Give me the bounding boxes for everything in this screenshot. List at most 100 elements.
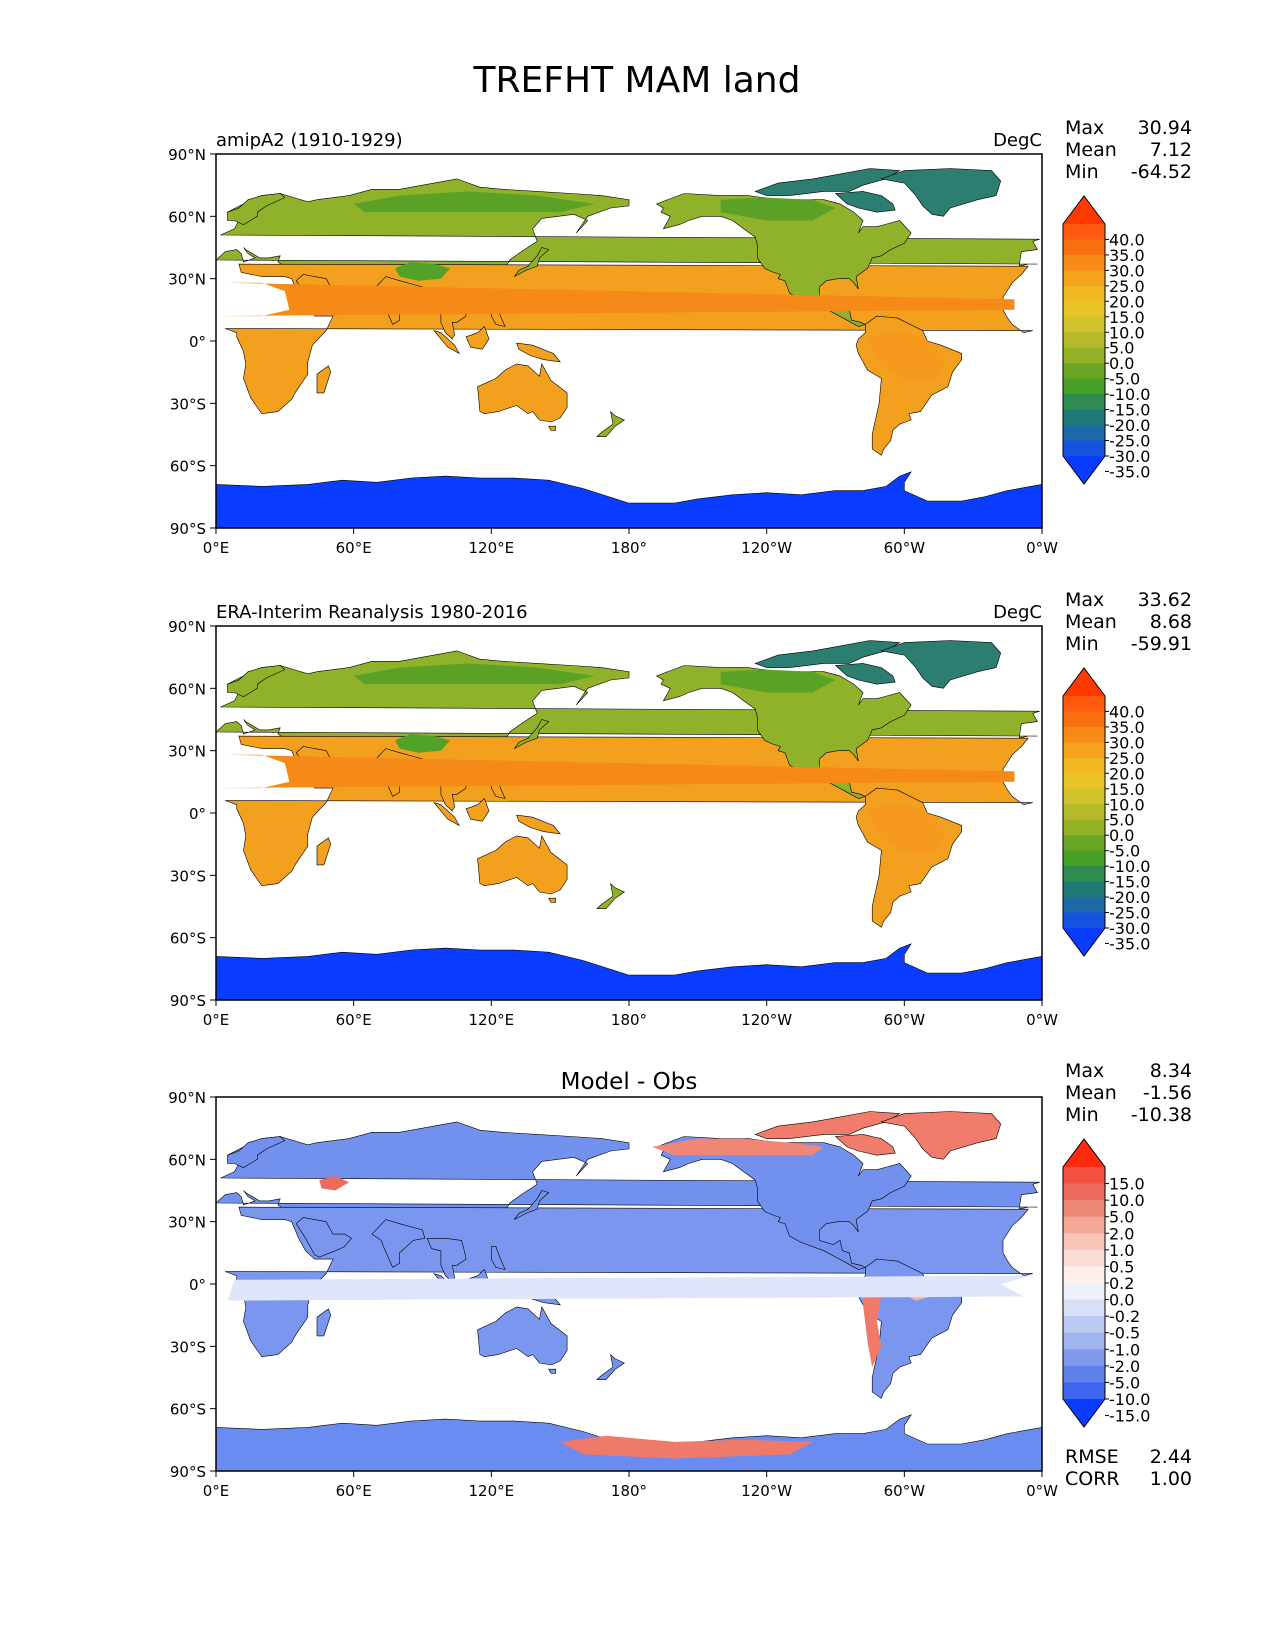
colorbar-label: -5.0 — [1109, 1373, 1140, 1392]
colorbar-label: 10.0 — [1109, 795, 1145, 814]
colorbar-label: 20.0 — [1109, 764, 1145, 783]
lon-tick-label: 120°W — [741, 539, 792, 557]
land-tasmania — [548, 425, 556, 431]
land-borneo — [465, 797, 490, 822]
stat-value-max: 8.34 — [1150, 1060, 1192, 1082]
colorbar-swatch — [1063, 270, 1105, 287]
colorbar-label: -15.0 — [1109, 873, 1150, 892]
colorbar-label: 40.0 — [1109, 230, 1145, 249]
land-australia — [477, 363, 568, 423]
colorbar-swatch — [1063, 254, 1105, 271]
colorbar-swatch — [1063, 1249, 1105, 1267]
colorbar-swatch — [1063, 1216, 1105, 1234]
colorbar-label: 0.2 — [1109, 1274, 1134, 1293]
land-layer — [216, 168, 1042, 528]
colorbar-swatch — [1063, 1200, 1105, 1218]
colorbar-swatch — [1063, 224, 1105, 240]
colorbar-label: -2.0 — [1109, 1357, 1140, 1376]
lat-tick-label: 90°S — [170, 992, 206, 1010]
stat-value-min: -10.38 — [1131, 1104, 1192, 1126]
colorbar-swatch — [1063, 1332, 1105, 1350]
colorbar-label: 30.0 — [1109, 261, 1145, 280]
stat-label-min: Min — [1065, 1104, 1099, 1126]
land-sumatra — [433, 802, 460, 827]
land-shade-andes-warm — [863, 1275, 882, 1368]
lon-tick-label: 0°W — [1026, 1482, 1058, 1500]
colorbar-label: -25.0 — [1109, 904, 1150, 923]
colorbar-swatch — [1063, 1349, 1105, 1367]
stat-label-mean: Mean — [1065, 611, 1117, 633]
land-australia — [477, 1306, 568, 1366]
colorbar-label: -20.0 — [1109, 416, 1150, 435]
lon-tick-label: 180° — [611, 1482, 647, 1500]
colorbar-swatch — [1063, 1183, 1105, 1201]
land-japan — [514, 719, 550, 749]
lon-tick-label: 60°W — [884, 1482, 926, 1500]
land-baffin — [834, 1134, 896, 1156]
colorbar-swatch — [1063, 239, 1105, 256]
stat-label-max: Max — [1065, 589, 1104, 611]
stat-label-corr: CORR — [1065, 1468, 1120, 1490]
colorbar-swatch — [1063, 1316, 1105, 1334]
colorbar-swatch — [1063, 912, 1105, 929]
colorbar-label: 10.0 — [1109, 1191, 1145, 1210]
land-shade-sahara — [216, 282, 1015, 317]
colorbar-extend-top — [1063, 668, 1105, 696]
lon-tick-label: 60°E — [336, 1011, 372, 1029]
lon-tick-label: 120°E — [469, 539, 515, 557]
colorbar-swatch — [1063, 409, 1105, 426]
colorbar-label: -5.0 — [1109, 842, 1140, 861]
land-madagascar — [316, 1308, 332, 1337]
lat-tick-label: 30°N — [168, 743, 206, 761]
land-baffin — [834, 191, 896, 213]
land-europe-north — [227, 193, 286, 225]
colorbar-label: 0.5 — [1109, 1257, 1134, 1276]
colorbar-label: -15.0 — [1109, 1407, 1150, 1426]
colorbar-swatch — [1063, 378, 1105, 395]
colorbar-swatch — [1063, 301, 1105, 318]
colorbar-label: -15.0 — [1109, 401, 1150, 420]
colorbar-swatch — [1063, 285, 1105, 302]
colorbar-swatch — [1063, 1233, 1105, 1251]
colorbar-swatch — [1063, 1299, 1105, 1317]
lat-tick-label: 90°N — [168, 1089, 206, 1107]
colorbar-extend-bottom — [1063, 456, 1105, 484]
land-antarctica — [216, 943, 1042, 1000]
land-newguinea — [516, 814, 561, 835]
colorbar-swatch — [1063, 332, 1105, 349]
colorbar-label: 0.0 — [1109, 1291, 1134, 1310]
colorbar-swatch — [1063, 897, 1105, 914]
lat-tick-label: 0° — [189, 333, 206, 351]
land-greenland — [880, 1111, 1002, 1160]
stat-value-mean: 8.68 — [1150, 611, 1192, 633]
stat-value-min: -64.52 — [1131, 161, 1192, 183]
land-antarctica — [216, 1414, 1042, 1471]
stat-value-mean: 7.12 — [1150, 139, 1192, 161]
lat-tick-label: 30°S — [170, 395, 206, 413]
land-namerica — [655, 1136, 912, 1270]
land-europe-north — [227, 665, 286, 697]
colorbar-label: 5.0 — [1109, 339, 1134, 358]
colorbar-label: -5.0 — [1109, 370, 1140, 389]
map-area — [215, 625, 1043, 1001]
stat-value-corr: 1.00 — [1150, 1468, 1192, 1490]
land-shade-caspian-warm — [319, 1176, 350, 1191]
colorbar-swatch — [1063, 1365, 1105, 1383]
lon-tick-label: 0°W — [1026, 539, 1058, 557]
colorbar-label: -25.0 — [1109, 432, 1150, 451]
colorbar-label: 15.0 — [1109, 780, 1145, 799]
lon-tick-label: 60°E — [336, 1482, 372, 1500]
land-newzealand — [596, 410, 626, 437]
map-area — [215, 1096, 1043, 1472]
land-shade-ross-warm — [560, 1435, 813, 1459]
figure-title: TREFHT MAM land — [473, 60, 801, 101]
lat-tick-label: 90°S — [170, 520, 206, 538]
lat-tick-label: 60°N — [168, 1151, 206, 1169]
land-shade-amazon — [869, 802, 946, 855]
panel-center-title: Model - Obs — [561, 1069, 698, 1095]
land-shade-tibet — [395, 262, 450, 281]
colorbar-label: 15.0 — [1109, 1175, 1145, 1194]
land-shade-africa-neutral — [227, 1275, 1031, 1301]
colorbar-label: 30.0 — [1109, 733, 1145, 752]
land-india — [371, 1219, 426, 1268]
